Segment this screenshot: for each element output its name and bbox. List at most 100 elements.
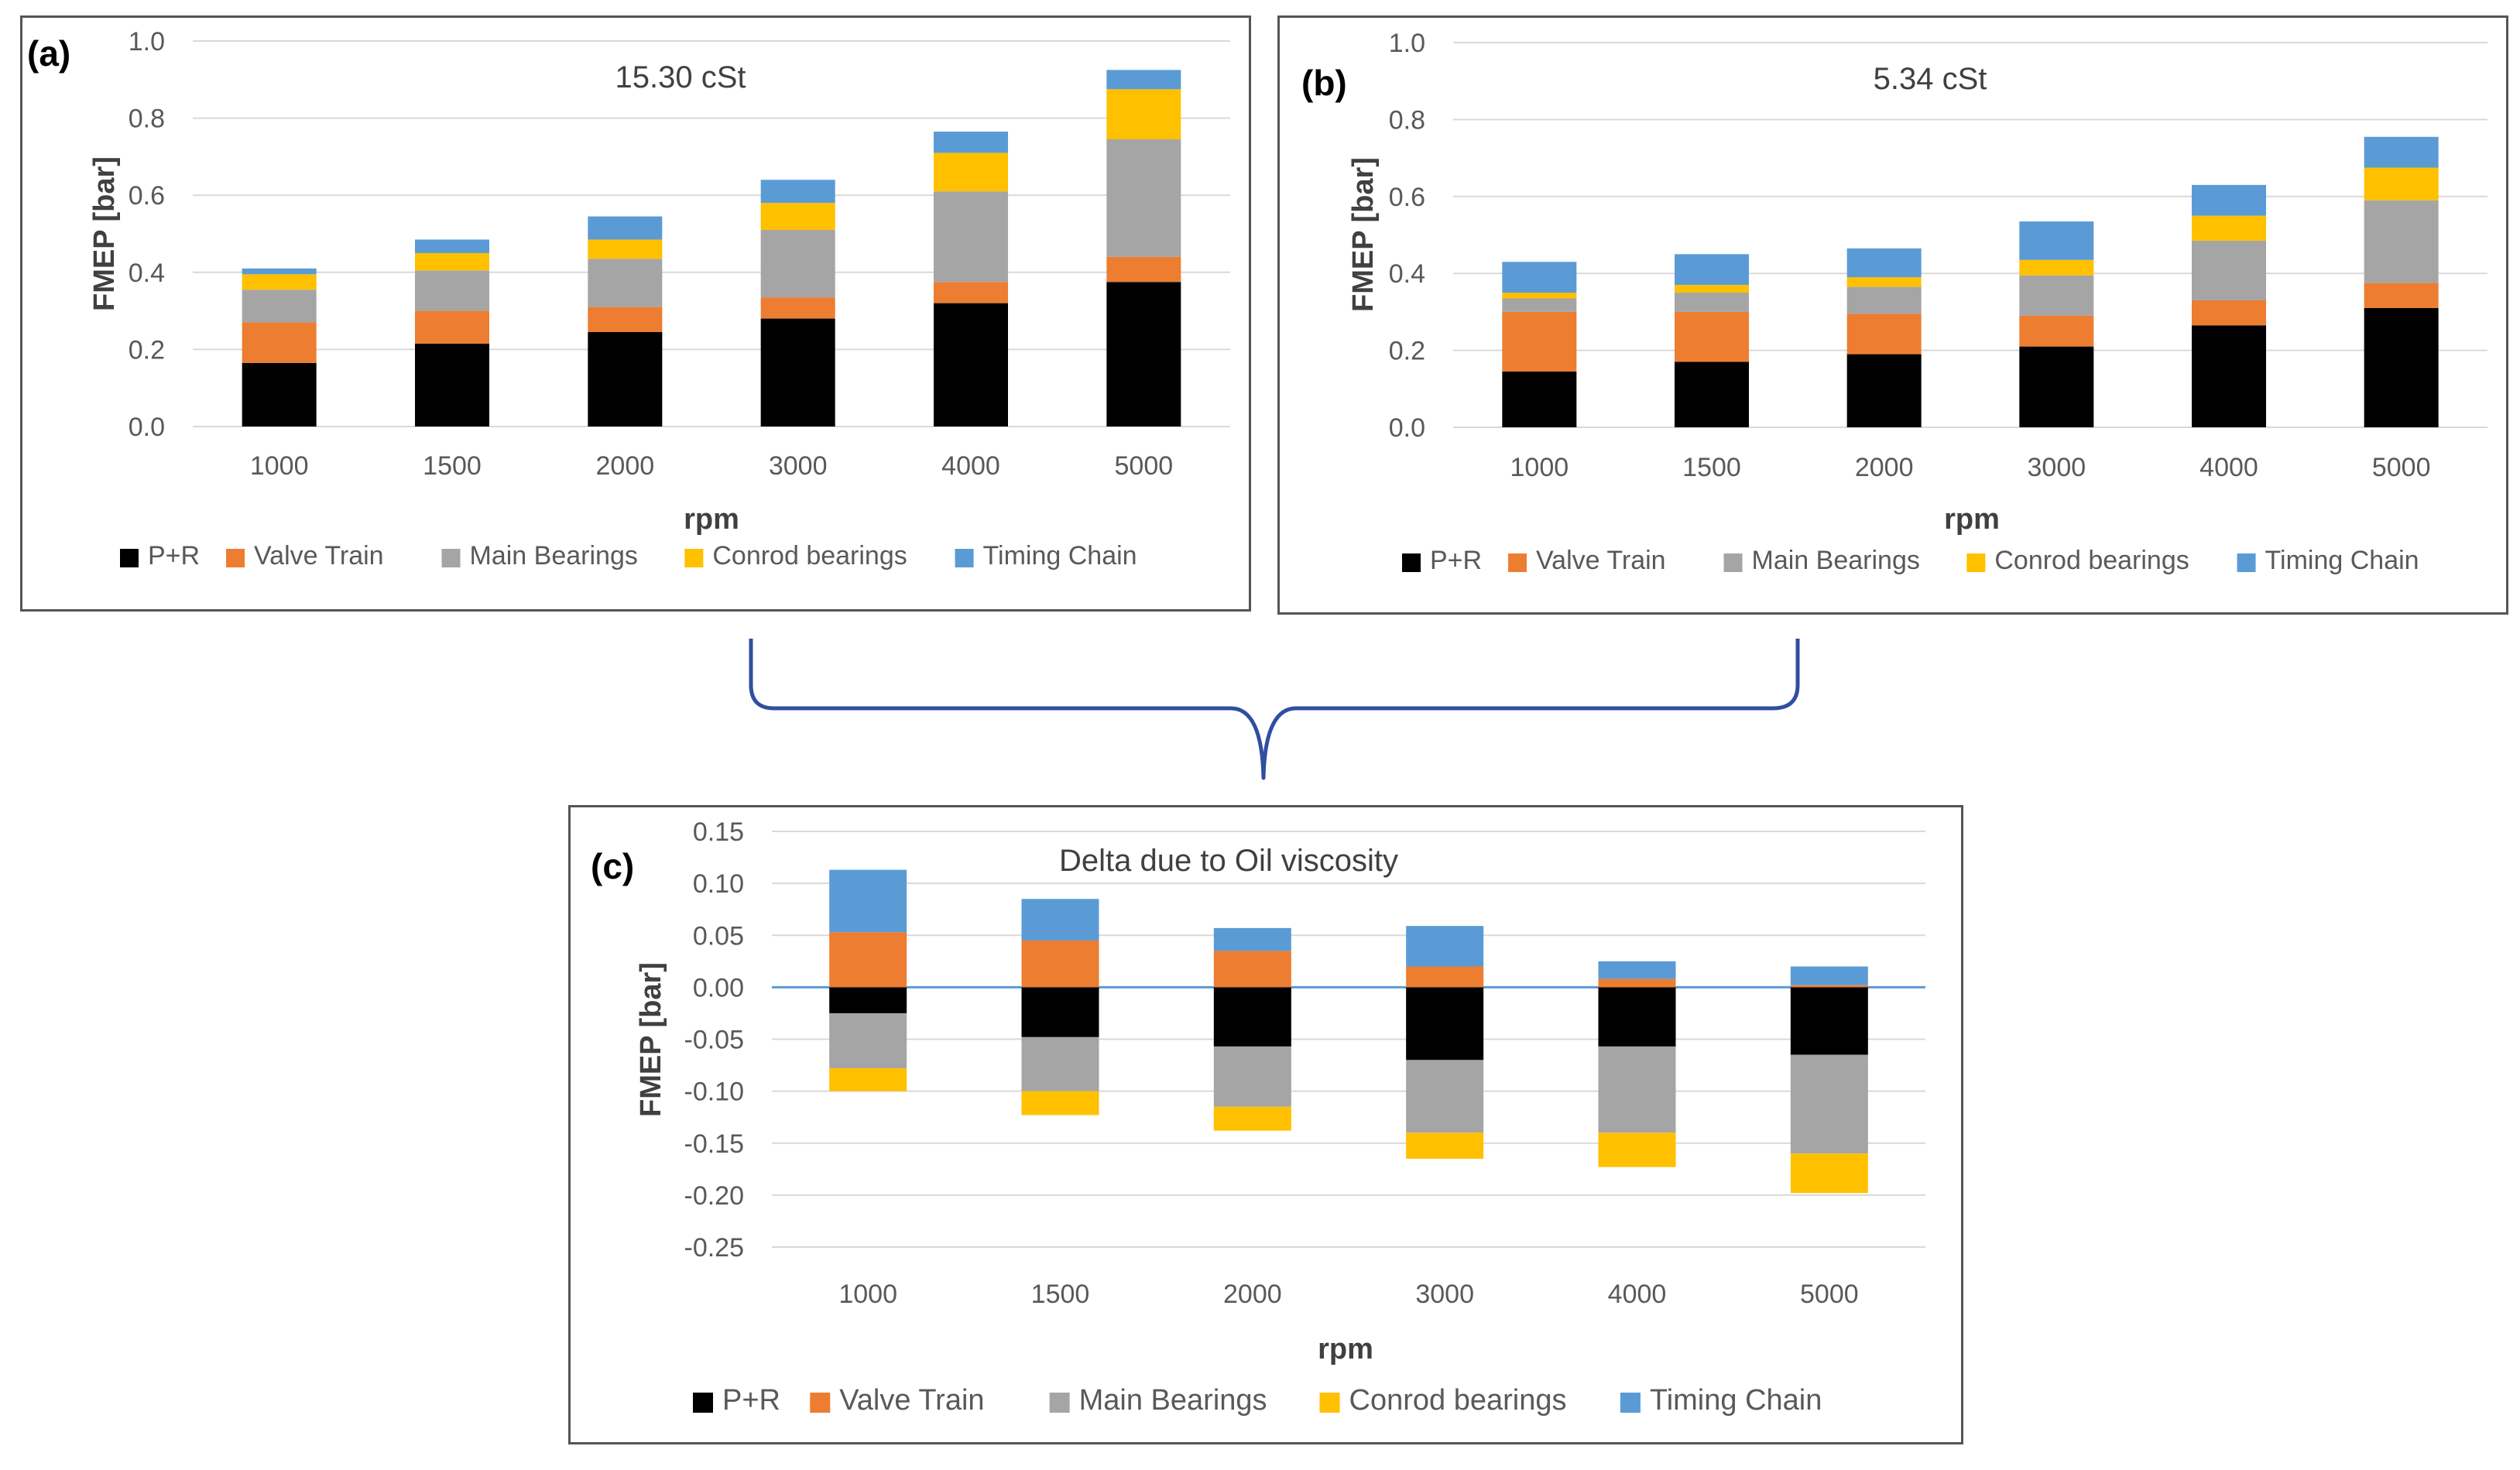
y-tick-label: -0.05 xyxy=(684,1026,745,1055)
legend-label: Main Bearings xyxy=(470,541,638,571)
bar-segment-p-r xyxy=(934,303,1008,427)
bar-segment-p-r xyxy=(2364,307,2439,427)
x-tick-label: 1500 xyxy=(1682,453,1741,482)
y-tick-label: 1.0 xyxy=(129,27,165,57)
y-tick-label: -0.10 xyxy=(684,1078,745,1107)
x-tick-label: 4000 xyxy=(1608,1280,1667,1309)
legend-swatch xyxy=(1508,553,1527,572)
bar-segment-valve-train xyxy=(1213,951,1291,988)
bar-segment-timing-chain xyxy=(1846,248,1922,278)
bar-segment-timing-chain xyxy=(1502,262,1577,293)
bar-segment-valve-train xyxy=(1106,256,1181,283)
legend-swatch xyxy=(226,549,245,567)
legend-label: Valve Train xyxy=(1536,546,1666,575)
bar-segment-main-bearings xyxy=(1598,1046,1676,1133)
bar-segment-main-bearings xyxy=(1021,1037,1099,1091)
y-tick-label: 0.15 xyxy=(693,817,744,847)
x-tick-label: 4000 xyxy=(2199,453,2258,482)
bar-segment-main-bearings xyxy=(1790,1054,1868,1154)
x-tick-label: 1500 xyxy=(423,451,482,481)
legend-swatch xyxy=(441,549,461,567)
chart-title: 5.34 cSt xyxy=(1874,62,1987,96)
x-tick-label: 5000 xyxy=(1115,451,1174,481)
bar-segment-main-bearings xyxy=(1846,286,1922,314)
x-tick-label: 1000 xyxy=(838,1280,897,1309)
x-tick-label: 3000 xyxy=(769,451,828,481)
chart-title: Delta due to Oil viscosity xyxy=(1059,844,1398,878)
legend-label: Timing Chain xyxy=(983,541,1137,571)
bar-segment-p-r xyxy=(1406,987,1484,1061)
legend-swatch xyxy=(120,549,139,567)
y-axis-label: FMEP [bar] xyxy=(88,156,121,311)
x-tick-label: 2000 xyxy=(1223,1280,1282,1309)
bar-segment-conrod-bearings xyxy=(1406,1132,1484,1159)
bar-segment-timing-chain xyxy=(1675,254,1749,286)
y-tick-label: -0.20 xyxy=(684,1181,745,1211)
bar-segment-conrod-bearings xyxy=(2019,259,2094,276)
bar-segment-p-r xyxy=(760,318,835,427)
bar-segment-conrod-bearings xyxy=(1106,89,1181,139)
legend-swatch xyxy=(1319,1393,1340,1413)
legend-swatch xyxy=(1620,1393,1641,1413)
bar-segment-timing-chain xyxy=(242,268,317,275)
x-tick-label: 4000 xyxy=(941,451,1000,481)
legend-label: Conrod bearings xyxy=(1349,1384,1567,1417)
bar-segment-timing-chain xyxy=(1598,961,1676,979)
bar-segment-main-bearings xyxy=(934,191,1008,283)
bar-segment-conrod-bearings xyxy=(760,203,835,231)
bar-segment-valve-train xyxy=(415,310,489,344)
legend-swatch xyxy=(2237,553,2256,572)
bar-segment-conrod-bearings xyxy=(415,252,489,271)
bar-segment-conrod-bearings xyxy=(829,1068,907,1091)
bar-segment-timing-chain xyxy=(934,132,1008,153)
bar-segment-valve-train xyxy=(760,297,835,319)
x-tick-label: 1000 xyxy=(250,451,309,481)
y-tick-label: 0.8 xyxy=(129,105,165,134)
legend-label: P+R xyxy=(148,541,200,571)
y-tick-label: 1.0 xyxy=(1389,29,1425,58)
curly-brace xyxy=(749,639,1800,780)
bar-segment-conrod-bearings xyxy=(588,239,663,259)
bar-segment-p-r xyxy=(1790,987,1868,1055)
y-tick-label: 0.6 xyxy=(1389,183,1425,212)
bar-segment-timing-chain xyxy=(829,869,907,933)
legend-label: Conrod bearings xyxy=(712,541,907,571)
bar-segment-valve-train xyxy=(1790,985,1868,988)
chart-b-svg: 0.0 0.2 0.4 0.6 0.8 1.0 1000 1500 2000 3000 4000 50… xyxy=(1301,29,2487,575)
legend-swatch xyxy=(684,549,704,567)
bar-segment-timing-chain xyxy=(1790,966,1868,985)
y-tick-label: 0.4 xyxy=(1389,259,1425,289)
legend-label: Timing Chain xyxy=(2265,546,2419,575)
bar-segment-p-r xyxy=(829,987,907,1013)
bar-segment-valve-train xyxy=(2192,300,2266,326)
bar-segment-valve-train xyxy=(1675,311,1749,362)
bar-segment-valve-train xyxy=(2364,283,2439,308)
x-tick-label: 3000 xyxy=(1415,1280,1474,1309)
legend-swatch xyxy=(1966,553,1986,572)
bar-segment-conrod-bearings xyxy=(1213,1106,1291,1131)
bar-segment-p-r xyxy=(2019,346,2094,427)
bar-segment-p-r xyxy=(1213,987,1291,1047)
bar-segment-main-bearings xyxy=(829,1013,907,1069)
chart-c-svg: 0.15 0.10 0.05 0.00 -0.05 -0.10 -0.15 -0.20 -0.2… xyxy=(591,817,1925,1417)
x-axis-label: rpm xyxy=(1318,1333,1373,1365)
y-tick-label: 0.2 xyxy=(1389,337,1425,366)
x-tick-label: 1500 xyxy=(1031,1280,1090,1309)
bar-segment-main-bearings xyxy=(1106,139,1181,257)
bar-segment-p-r xyxy=(415,343,489,427)
bar-segment-conrod-bearings xyxy=(934,152,1008,192)
y-axis-label: FMEP [bar] xyxy=(635,962,667,1117)
bar-segment-p-r xyxy=(1846,354,1922,427)
bar-segment-valve-train xyxy=(2019,315,2094,347)
bar-segment-p-r xyxy=(1021,987,1099,1037)
chart-panel-b: 0.0 0.2 0.4 0.6 0.8 1.0 1000 1500 2000 3000 4000 50… xyxy=(1277,15,2508,615)
bar-segment-timing-chain xyxy=(2364,136,2439,168)
bar-segment-valve-train xyxy=(934,282,1008,303)
x-axis-label: rpm xyxy=(1944,503,2000,536)
chart-panel-a: 0.0 0.2 0.4 0.6 0.8 1.0 1000 1500 2000 3000 4000 50… xyxy=(20,15,1251,612)
bar-segment-valve-train xyxy=(1502,311,1577,372)
bar-segment-main-bearings xyxy=(1213,1046,1291,1107)
bar-segment-timing-chain xyxy=(1106,70,1181,90)
bar-segment-timing-chain xyxy=(1213,927,1291,951)
bar-segment-main-bearings xyxy=(1406,1060,1484,1133)
